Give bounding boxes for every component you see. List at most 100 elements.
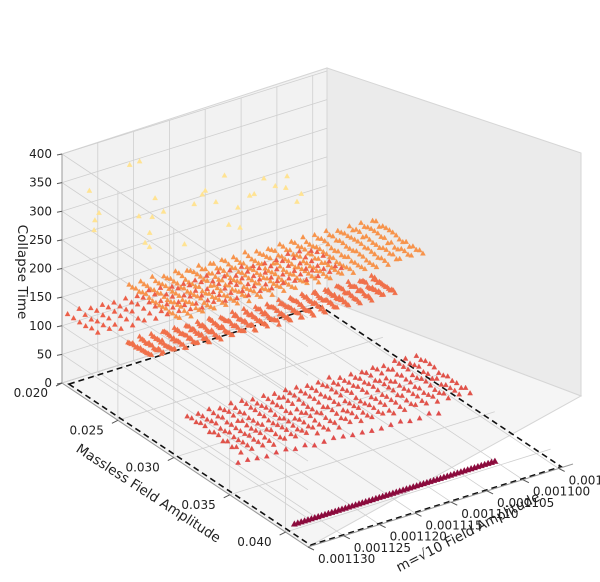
data-point [160,208,167,214]
data-point [315,272,321,279]
data-point [340,433,347,439]
data-point [444,373,451,379]
data-point [425,391,432,397]
data-point [246,432,253,438]
data-point [379,391,386,397]
data-point [349,410,355,416]
data-point [152,277,159,284]
data-point [338,252,345,258]
data-point [313,387,320,393]
data-point [338,414,344,421]
data-point [229,331,236,338]
data-point [313,267,320,273]
data-point [416,247,423,253]
data-point [219,414,226,420]
data-point [276,321,282,327]
data-point [270,441,277,447]
data-point [345,233,351,239]
data-point [260,251,267,257]
data-point [270,280,277,286]
data-point [350,247,356,253]
data-point [171,278,177,284]
data-point [426,360,433,367]
data-point [207,303,214,309]
data-point [196,283,202,289]
data-point [272,247,278,253]
data-point [198,278,205,285]
data-point [268,285,275,291]
data-point [173,313,179,319]
data-point [360,253,366,259]
data-point [436,389,443,395]
data-point [365,245,371,251]
data-point [339,385,346,392]
data-point [226,429,233,435]
floor-rectangle [67,304,563,546]
data-point [213,420,219,426]
data-point [307,263,313,269]
data-point [191,200,198,207]
y-axis-line [307,463,574,548]
data-point [355,383,361,389]
data-point [261,434,268,440]
data-point [283,407,289,414]
data-point [212,273,219,279]
data-point [118,325,124,331]
data-point [451,387,458,393]
data-point [341,377,348,383]
data-point [199,191,206,197]
data-point [70,315,77,321]
data-point [248,256,255,262]
data-point [263,404,269,410]
data-point [381,257,388,263]
data-point [233,281,240,287]
data-point [260,274,267,280]
data-point [299,314,306,320]
data-point [348,234,355,240]
data-point [370,404,377,410]
data-point [381,401,388,407]
data-point [355,238,361,244]
data-point [261,413,268,419]
data-point [279,424,285,430]
data-point [146,229,153,235]
data-point [240,283,247,289]
data-point [344,387,350,393]
data-point [164,296,171,303]
data-point [82,322,89,329]
data-point [337,392,344,398]
data-point [281,435,288,441]
data-point [265,395,271,402]
data-point [263,426,270,432]
data-point [293,252,300,258]
data-point [380,362,387,369]
data-point [286,275,292,281]
data-point [222,428,228,434]
data-point [272,430,279,437]
data-point [282,184,289,190]
data-point [250,436,257,442]
data-point [198,331,205,337]
z-tick-mark [56,239,63,242]
data-point [370,383,377,389]
data-point [230,412,237,418]
data-point [358,417,364,424]
data-point [149,273,156,279]
data-point [237,224,243,230]
data-point [169,293,176,299]
data-point [312,255,318,261]
data-point [353,248,360,254]
y-tick-label: 0.001100 [533,485,590,499]
data-point [355,404,362,410]
data-point [371,251,378,257]
data-point [280,394,287,400]
data-point [266,437,273,443]
data-point [361,244,368,250]
data-point [403,397,410,403]
data-point [292,284,299,290]
data-point [283,426,290,432]
z-tick-mark [56,268,63,270]
data-point [203,334,210,340]
